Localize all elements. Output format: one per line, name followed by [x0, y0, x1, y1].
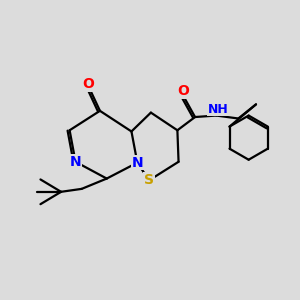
Text: N: N — [70, 155, 81, 169]
Text: NH: NH — [208, 103, 229, 116]
Text: O: O — [82, 77, 94, 91]
Text: N: N — [131, 156, 143, 170]
Text: O: O — [177, 84, 189, 98]
Text: S: S — [144, 173, 154, 187]
